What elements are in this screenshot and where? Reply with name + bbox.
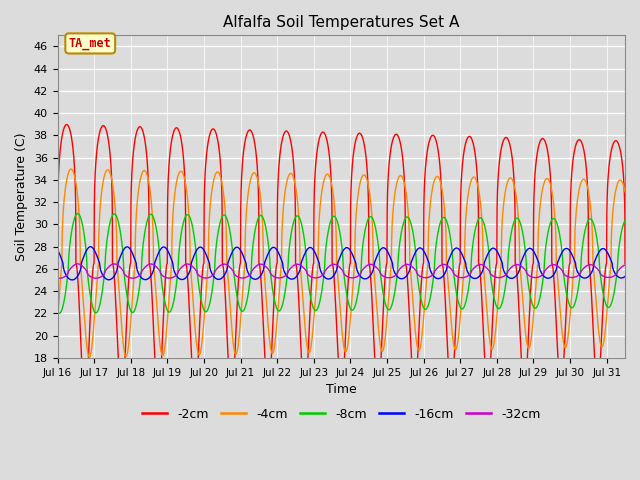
- X-axis label: Time: Time: [326, 383, 356, 396]
- Line: -32cm: -32cm: [58, 264, 625, 278]
- -32cm: [54, 275, 61, 281]
- -4cm: [423, 273, 431, 278]
- -32cm: [520, 266, 528, 272]
- -16cm: [157, 246, 164, 252]
- -32cm: [423, 275, 431, 280]
- -8cm: [394, 258, 402, 264]
- -32cm: [621, 262, 629, 268]
- Title: Alfalfa Soil Temperatures Set A: Alfalfa Soil Temperatures Set A: [223, 15, 460, 30]
- -16cm: [54, 247, 61, 252]
- -4cm: [394, 176, 402, 182]
- -4cm: [54, 319, 61, 325]
- -2cm: [157, 371, 164, 376]
- -32cm: [74, 261, 81, 267]
- -8cm: [54, 309, 61, 314]
- -16cm: [68, 277, 76, 283]
- -32cm: [394, 268, 402, 274]
- -8cm: [423, 306, 431, 312]
- -16cm: [394, 275, 402, 280]
- -2cm: [423, 152, 431, 157]
- -4cm: [477, 207, 485, 213]
- -4cm: [157, 348, 164, 353]
- -4cm: [621, 189, 629, 195]
- Line: -16cm: -16cm: [58, 247, 625, 280]
- -4cm: [86, 354, 93, 360]
- -2cm: [621, 260, 629, 266]
- -4cm: [271, 343, 278, 349]
- Y-axis label: Soil Temperature (C): Soil Temperature (C): [15, 132, 28, 261]
- -2cm: [394, 133, 402, 139]
- -2cm: [520, 385, 528, 391]
- -4cm: [67, 166, 75, 172]
- -2cm: [63, 121, 70, 127]
- Line: -2cm: -2cm: [58, 124, 625, 401]
- -32cm: [477, 262, 485, 267]
- Legend: -2cm, -4cm, -8cm, -16cm, -32cm: -2cm, -4cm, -8cm, -16cm, -32cm: [137, 403, 545, 426]
- -8cm: [271, 298, 278, 303]
- -2cm: [81, 398, 89, 404]
- -8cm: [621, 218, 629, 224]
- -16cm: [423, 254, 431, 260]
- -8cm: [157, 271, 164, 277]
- -16cm: [271, 245, 278, 251]
- -2cm: [271, 286, 278, 291]
- -32cm: [56, 276, 63, 281]
- -16cm: [621, 274, 629, 279]
- -4cm: [520, 318, 528, 324]
- -2cm: [54, 261, 61, 266]
- -2cm: [477, 284, 485, 290]
- -16cm: [86, 244, 94, 250]
- -8cm: [520, 240, 528, 245]
- -8cm: [56, 311, 63, 316]
- Line: -4cm: -4cm: [58, 169, 625, 357]
- Line: -8cm: -8cm: [58, 214, 625, 313]
- Text: TA_met: TA_met: [69, 37, 111, 50]
- -16cm: [477, 271, 485, 276]
- -32cm: [157, 271, 164, 276]
- -8cm: [74, 211, 81, 216]
- -8cm: [477, 215, 485, 221]
- -32cm: [271, 274, 278, 280]
- -16cm: [520, 252, 528, 257]
